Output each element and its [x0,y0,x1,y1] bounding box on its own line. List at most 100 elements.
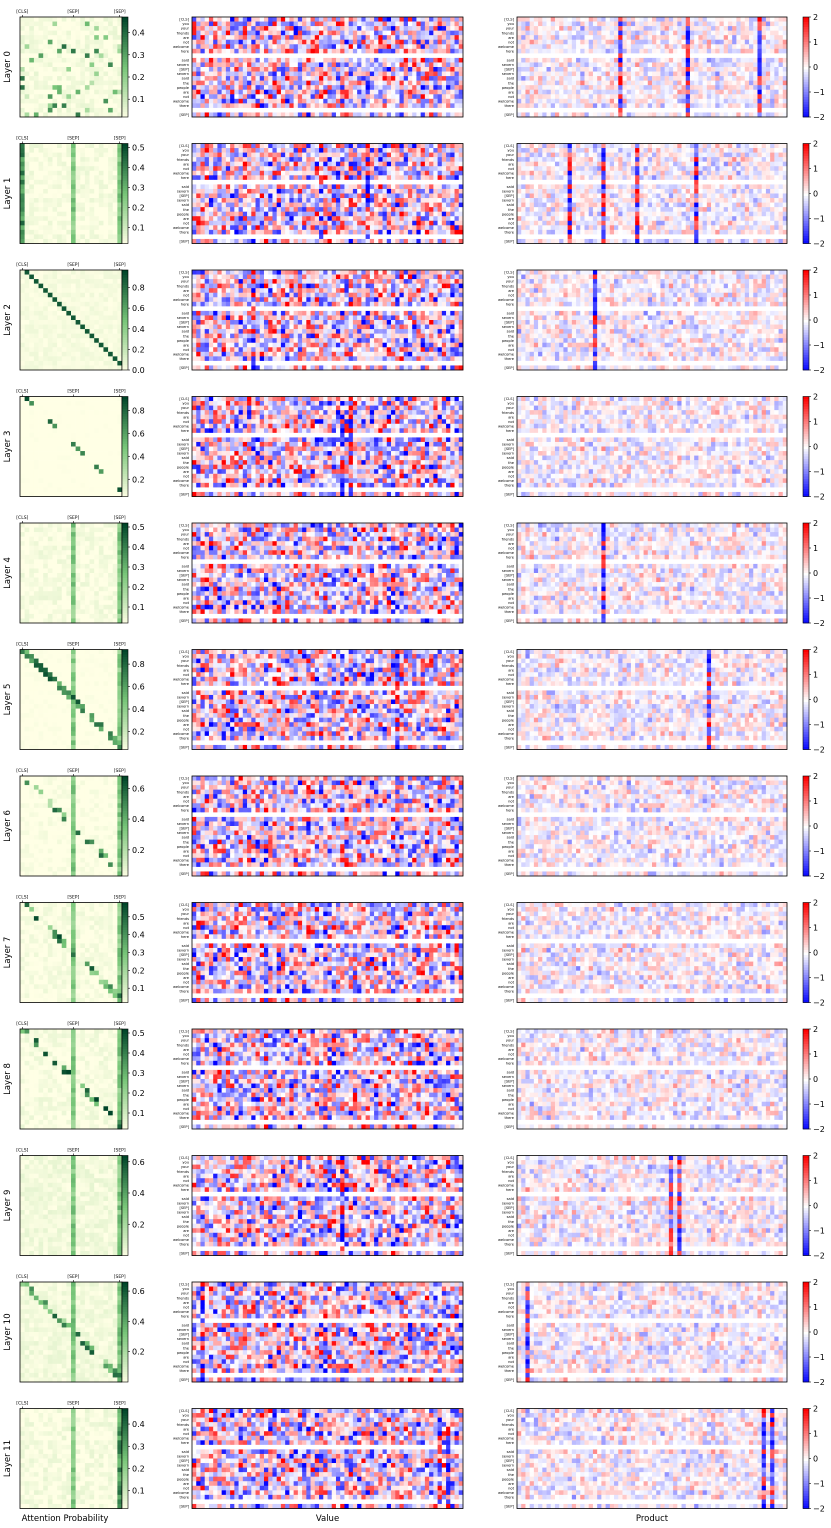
heat-cell [538,39,543,45]
heat-cell [352,76,358,81]
attention-cell [33,21,39,27]
heat-cell [685,85,691,91]
heat-cell [230,57,235,63]
heat-cell [365,157,371,162]
attention-cell [71,188,76,194]
heat-cell [323,207,328,212]
heat-cell [280,85,286,91]
heat-cell [647,71,653,77]
heat-cell [765,39,771,45]
attention-cell [75,225,81,231]
heat-cell [395,39,400,45]
heat-cell [753,26,758,31]
heat-cell [698,103,703,109]
heat-cell [454,152,460,158]
heat-cell [221,98,227,104]
attention-cell [71,35,76,41]
heat-cell [323,26,328,31]
heat-cell [609,112,615,118]
heat-cell [588,103,594,109]
colorbar-step [122,233,128,237]
heat-cell [437,57,443,63]
heat-cell [293,17,299,22]
heat-cell [196,30,201,36]
heat-cell [238,94,244,100]
heat-cell [204,85,210,91]
heat-cell [450,188,455,194]
heat-cell [225,103,231,109]
heat-cell [285,179,290,185]
heat-cell [740,103,746,109]
heat-cell [297,188,303,194]
heat-cell [424,57,430,63]
heat-cell [774,85,779,91]
heat-cell [727,103,733,109]
attention-cell [47,198,53,203]
heat-cell [454,89,460,95]
heat-cell [225,71,231,77]
heat-cell [441,35,447,41]
attention-cell [103,17,109,22]
heat-cell [192,157,197,162]
heat-cell [424,62,430,68]
heat-cell [310,30,316,36]
heat-cell [736,107,741,113]
heat-cell [302,48,307,54]
attention-cell [61,85,67,91]
heat-cell [446,152,451,158]
heat-cell [208,198,214,203]
heat-cell [259,80,265,86]
heat-cell [302,71,307,77]
attention-cell [103,85,109,91]
heat-cell [407,39,413,45]
heat-cell [592,80,598,86]
heat-cell [213,166,218,172]
heat-cell [588,94,594,100]
heat-cell [538,67,543,72]
colorbar-step [122,163,128,167]
attention-cell [84,148,90,153]
heat-cell [647,57,653,63]
heat-cell [652,17,657,22]
heat-cell [272,175,277,181]
heat-cell [765,107,771,113]
heat-cell [213,175,218,181]
attention-cell [112,143,118,149]
attention-cell [117,211,123,217]
heat-cell [399,44,405,50]
heat-cell [382,94,388,100]
attention-cell [117,216,123,222]
heat-cell [280,39,286,45]
heat-cell [230,148,235,153]
heat-cell [391,48,396,54]
attention-cell [57,184,63,190]
heat-cell [348,62,354,68]
token-label: there [504,104,514,108]
attention-cell [38,193,44,199]
heat-cell [609,89,615,95]
heat-cell [378,39,383,45]
heat-cell [517,107,522,113]
heat-cell [433,30,438,36]
heat-cell [749,21,754,27]
heat-cell [597,107,602,113]
attention-cell [38,98,44,104]
heat-cell [352,39,358,45]
attention-cell [43,53,49,59]
heat-cell [635,94,640,100]
heat-cell [297,193,303,199]
heat-cell [635,44,640,50]
token-label: the [508,81,515,85]
heat-cell [433,161,438,167]
heat-cell [213,188,218,194]
heat-cell [200,143,206,149]
heat-cell [280,143,286,149]
attention-cell [94,80,100,86]
token-label: not [508,40,514,44]
heat-cell [221,85,227,91]
attention-cell [108,71,114,77]
heat-cell [192,161,197,167]
heat-cell [352,30,358,36]
heat-cell [213,48,218,54]
heat-cell [765,53,771,59]
